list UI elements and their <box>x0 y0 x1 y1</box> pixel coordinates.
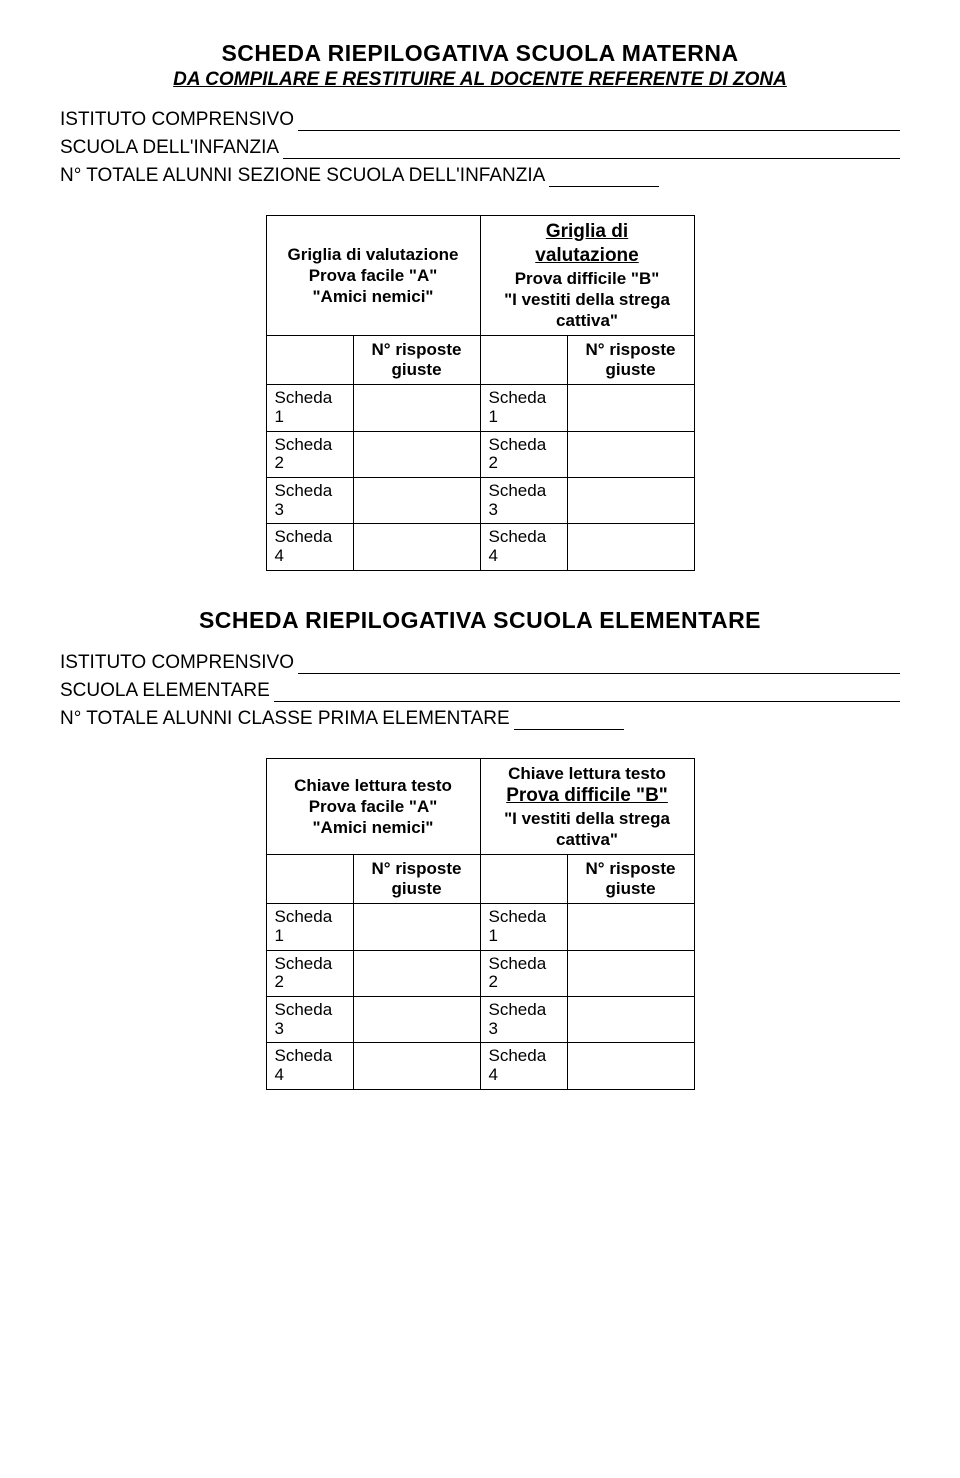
t2-lh-l1: Chiave lettura testo <box>294 776 452 795</box>
field-totale-alunni-infanzia-line[interactable] <box>549 168 659 187</box>
t2-r2-l: Scheda 3 <box>266 997 353 1043</box>
t1-r1-r: Scheda 2 <box>480 431 567 477</box>
t1-r2-rv[interactable] <box>567 478 694 524</box>
field-totale-alunni-elementare: N° TOTALE ALUNNI CLASSE PRIMA ELEMENTARE <box>60 708 900 730</box>
section1-subtitle: DA COMPILARE E RESTITUIRE AL DOCENTE REF… <box>60 69 900 91</box>
t1-r3-rv[interactable] <box>567 524 694 570</box>
t1-rh-l3: Prova difficile "B" <box>515 269 660 288</box>
t2-r0-lv[interactable] <box>353 904 480 950</box>
t2-sub-right-blank <box>480 855 567 904</box>
table-row: Scheda 3 Scheda 3 <box>266 478 694 524</box>
t2-r0-rv[interactable] <box>567 904 694 950</box>
t2-rh-l3: Prova difficile "B" <box>506 784 668 808</box>
table-row: Scheda 1 Scheda 1 <box>266 904 694 950</box>
table-row: Scheda 2 Scheda 2 <box>266 950 694 996</box>
t1-r0-lv[interactable] <box>353 385 480 431</box>
table2-right-header: Chiave lettura testo Prova difficile "B"… <box>480 758 694 855</box>
table2-wrap: Chiave lettura testo Prova facile "A" "A… <box>60 758 900 1090</box>
t2-rh-l4: "I vestiti della strega cattiva" <box>504 809 670 849</box>
t2-r0-l: Scheda 1 <box>266 904 353 950</box>
table-row: Scheda 4 Scheda 4 <box>266 524 694 570</box>
t1-lh-l2: Prova facile "A" <box>309 266 438 285</box>
t1-lh-l3: "Amici nemici" <box>313 287 434 306</box>
table1: Griglia di valutazione Prova facile "A" … <box>266 215 695 571</box>
t2-sub-left: N° risposte giuste <box>353 855 480 904</box>
t1-r2-r: Scheda 3 <box>480 478 567 524</box>
field-scuola-elementare-line[interactable] <box>274 683 900 702</box>
t1-r3-l: Scheda 4 <box>266 524 353 570</box>
field-istituto-label: ISTITUTO COMPRENSIVO <box>60 109 294 131</box>
section1-title: SCHEDA RIEPILOGATIVA SCUOLA MATERNA <box>60 40 900 67</box>
t2-sub-right: N° risposte giuste <box>567 855 694 904</box>
t1-r2-l: Scheda 3 <box>266 478 353 524</box>
field-totale-alunni-infanzia: N° TOTALE ALUNNI SEZIONE SCUOLA DELL'INF… <box>60 165 900 187</box>
t1-rh-l1: Griglia di <box>546 220 628 244</box>
t1-r0-l: Scheda 1 <box>266 385 353 431</box>
t2-r0-r: Scheda 1 <box>480 904 567 950</box>
t1-r0-rv[interactable] <box>567 385 694 431</box>
table-row: Scheda 3 Scheda 3 <box>266 997 694 1043</box>
field-scuola-infanzia-label: SCUOLA DELL'INFANZIA <box>60 137 279 159</box>
t2-r1-lv[interactable] <box>353 950 480 996</box>
t1-r3-r: Scheda 4 <box>480 524 567 570</box>
t2-r1-r: Scheda 2 <box>480 950 567 996</box>
field-istituto: ISTITUTO COMPRENSIVO <box>60 109 900 131</box>
t2-lh-l3: "Amici nemici" <box>313 818 434 837</box>
field-istituto2-line[interactable] <box>298 655 900 674</box>
field-totale-alunni-elementare-label: N° TOTALE ALUNNI CLASSE PRIMA ELEMENTARE <box>60 708 510 730</box>
t2-r1-rv[interactable] <box>567 950 694 996</box>
table2: Chiave lettura testo Prova facile "A" "A… <box>266 758 695 1090</box>
table2-left-header: Chiave lettura testo Prova facile "A" "A… <box>266 758 480 855</box>
t2-r1-l: Scheda 2 <box>266 950 353 996</box>
table1-right-header: Griglia di valutazione Prova difficile "… <box>480 216 694 336</box>
table-row: Scheda 1 Scheda 1 <box>266 385 694 431</box>
t1-r1-rv[interactable] <box>567 431 694 477</box>
field-istituto-line[interactable] <box>298 112 900 131</box>
field-scuola-infanzia-line[interactable] <box>283 140 900 159</box>
t2-rh-l1: Chiave lettura testo <box>508 764 666 783</box>
t1-r0-r: Scheda 1 <box>480 385 567 431</box>
t2-r3-r: Scheda 4 <box>480 1043 567 1089</box>
t1-rh-l2: valutazione <box>535 244 638 268</box>
field-istituto2: ISTITUTO COMPRENSIVO <box>60 652 900 674</box>
field-scuola-elementare-label: SCUOLA ELEMENTARE <box>60 680 270 702</box>
field-scuola-elementare: SCUOLA ELEMENTARE <box>60 680 900 702</box>
t2-lh-l2: Prova facile "A" <box>309 797 438 816</box>
t2-r2-rv[interactable] <box>567 997 694 1043</box>
t1-lh-l1: Griglia di valutazione <box>288 245 459 264</box>
field-scuola-infanzia: SCUOLA DELL'INFANZIA <box>60 137 900 159</box>
t2-r3-rv[interactable] <box>567 1043 694 1089</box>
t1-r2-lv[interactable] <box>353 478 480 524</box>
t2-r2-lv[interactable] <box>353 997 480 1043</box>
table-row: Scheda 4 Scheda 4 <box>266 1043 694 1089</box>
t2-r3-l: Scheda 4 <box>266 1043 353 1089</box>
t2-r3-lv[interactable] <box>353 1043 480 1089</box>
t1-r1-lv[interactable] <box>353 431 480 477</box>
field-totale-alunni-infanzia-label: N° TOTALE ALUNNI SEZIONE SCUOLA DELL'INF… <box>60 165 545 187</box>
table-row: Scheda 2 Scheda 2 <box>266 431 694 477</box>
table1-left-header: Griglia di valutazione Prova facile "A" … <box>266 216 480 336</box>
t1-sub-left: N° risposte giuste <box>353 336 480 385</box>
t1-sub-left-blank <box>266 336 353 385</box>
t1-r3-lv[interactable] <box>353 524 480 570</box>
t1-sub-right: N° risposte giuste <box>567 336 694 385</box>
field-istituto2-label: ISTITUTO COMPRENSIVO <box>60 652 294 674</box>
field-totale-alunni-elementare-line[interactable] <box>514 711 624 730</box>
t2-sub-left-blank <box>266 855 353 904</box>
table1-wrap: Griglia di valutazione Prova facile "A" … <box>60 215 900 571</box>
t1-sub-right-blank <box>480 336 567 385</box>
section2-title: SCHEDA RIEPILOGATIVA SCUOLA ELEMENTARE <box>60 607 900 634</box>
t2-r2-r: Scheda 3 <box>480 997 567 1043</box>
t1-rh-l4: "I vestiti della strega cattiva" <box>504 290 670 330</box>
t1-r1-l: Scheda 2 <box>266 431 353 477</box>
